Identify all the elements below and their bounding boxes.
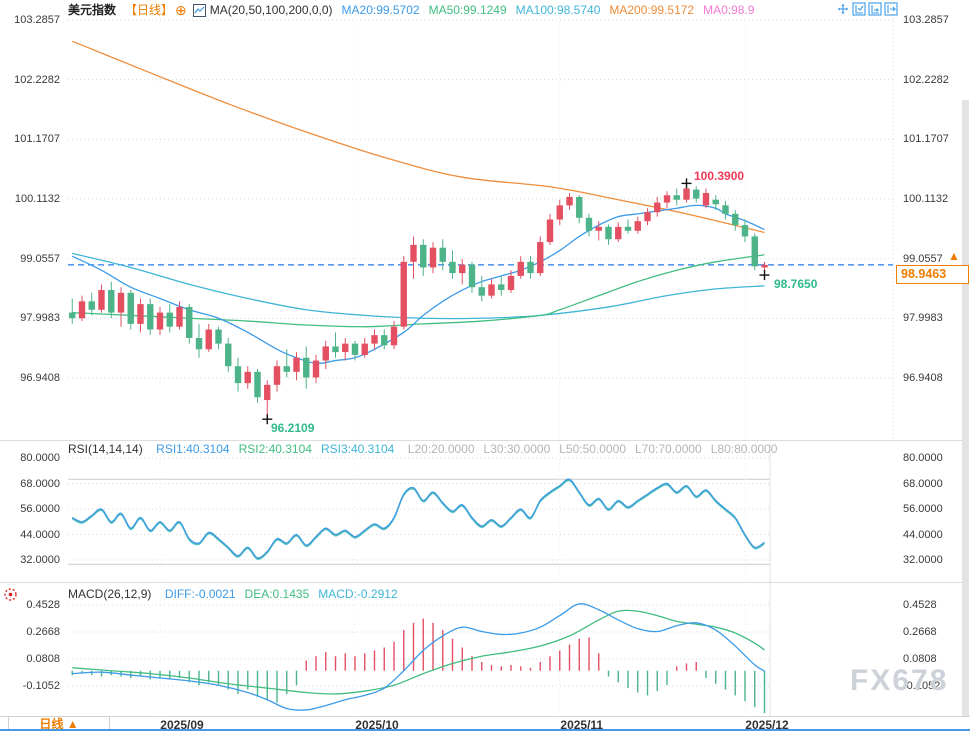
rsi-axis-tick-right: 32.0000 — [903, 554, 943, 566]
indicator-value-label: L20:20.0000 — [407, 442, 475, 456]
macd-axis-tick-left: 0.2668 — [26, 625, 60, 638]
last-price-badge: 98.9463 — [896, 265, 969, 284]
rsi-values: RSI1:40.3104 RSI2:40.3104 RSI3:40.3104 — [156, 440, 403, 457]
indicator-value-label: L80:80.0000 — [710, 442, 778, 456]
macd-params: MACD(26,12,9) — [68, 587, 152, 601]
right-scrollbar[interactable] — [962, 100, 969, 728]
rsi-levels: L20:20.0000 L30:30.0000 L50:50.0000 L70:70.… — [408, 440, 787, 457]
main-axis-tick-left: 101.1707 — [14, 133, 60, 146]
macd-axis-tick-right: 0.4528 — [903, 599, 937, 611]
indicator-value-label: L70:70.0000 — [635, 442, 702, 456]
x-axis-date-label: 2025/12 — [745, 718, 789, 731]
high-annotation: 100.3900 — [694, 169, 745, 183]
macd-axis-tick-right: 0.0808 — [903, 652, 937, 665]
rsi-header: RSI(14,14,14) RSI1:40.3104 RSI2:40.3104 RS… — [68, 440, 786, 458]
main-axis-tick-right: 103.2857 — [903, 14, 949, 26]
x-axis-date-label: 2025/10 — [355, 718, 399, 731]
indicator-value-label: L30:30.0000 — [483, 442, 551, 456]
add-indicator-icon[interactable]: ⊕ — [175, 2, 187, 18]
main-chart-header: 美元指数 【日线】 ⊕ MA(20,50,100,200,0,0) MA20:9… — [68, 1, 763, 19]
chart-toolbar: .f{fill:#3c9be9;stroke:none}.f{fill:#3c9… — [836, 2, 898, 16]
indicator-value-label: RSI2:40.3104 — [238, 442, 312, 456]
rsi-params: RSI(14,14,14) — [68, 442, 143, 456]
indicator-value-label: DIFF:-0.0021 — [164, 587, 236, 601]
rsi-axis-tick-left: 80.0000 — [20, 452, 60, 464]
indicator-value-label: MA0:98.9 — [703, 3, 755, 17]
last-low-annotation: 98.7650 — [774, 277, 818, 291]
indicator-value-label: MACD:-0.2912 — [318, 587, 398, 601]
period-selector-button[interactable]: 日线 ▲ — [8, 716, 110, 731]
low-annotation: 96.2109 — [271, 421, 315, 435]
macd-axis-tick-left: 0.0808 — [26, 652, 60, 665]
indicator-value-label: MA50:99.1249 — [428, 3, 507, 17]
period-button-label: 日线 — [39, 717, 64, 731]
macd-axis-tick-left: 0.4528 — [26, 599, 60, 611]
macd-axis-tick-right: 0.2668 — [903, 625, 937, 638]
price-up-arrow-icon: ▲ — [948, 249, 960, 263]
macd-axis-tick-left: -0.1052 — [22, 679, 60, 692]
bottom-accent-line — [0, 729, 970, 731]
main-axis-tick-right: 100.1132 — [903, 193, 949, 205]
pane-shift-icon[interactable]: .f{fill:#3c9be9;stroke:none} — [884, 2, 898, 16]
ma-values: MA20:99.5702 MA50:99.1249 MA100:98.5740 MA2… — [342, 1, 764, 19]
indicator-value-label: RSI1:40.3104 — [156, 442, 230, 456]
main-axis-tick-left: 100.1132 — [14, 193, 60, 205]
rsi-axis-tick-right: 56.0000 — [903, 503, 943, 515]
chevron-up-icon: ▲ — [66, 717, 79, 731]
macd-axis-tick-right: -0.1052 — [903, 679, 941, 692]
main-axis-tick-left: 99.0557 — [20, 252, 60, 265]
x-axis-date-label: 2025/11 — [560, 718, 604, 731]
main-axis-tick-left: 96.9408 — [20, 371, 60, 384]
indicator-value-label: DEA:0.1435 — [244, 587, 310, 601]
indicator-value-label: MA100:98.5740 — [515, 3, 601, 17]
main-axis-tick-right: 102.2282 — [903, 73, 949, 86]
main-axis-tick-right: 97.9983 — [903, 312, 943, 325]
rsi-axis-tick-left: 32.0000 — [20, 554, 60, 566]
pan-icon[interactable]: .f{fill:#3c9be9;stroke:none} — [836, 2, 850, 16]
chart-type-icon[interactable] — [192, 3, 206, 17]
main-axis-tick-right: 101.1707 — [903, 133, 949, 146]
indicator-value-label: RSI3:40.3104 — [320, 442, 395, 456]
rsi-axis-tick-right: 68.0000 — [903, 477, 943, 490]
x-axis-date-label: 2025/09 — [160, 718, 204, 731]
macd-header: MACD(26,12,9) DIFF:-0.0021 DEA:0.1435 MACD… — [68, 585, 407, 603]
rsi-axis-tick-right: 44.0000 — [903, 528, 943, 541]
axis-scale-right-icon[interactable]: .f{fill:#3c9be9;stroke:none} — [868, 2, 882, 16]
watermark: FX678 — [850, 664, 949, 697]
indicator-value-label: MA20:99.5702 — [341, 3, 420, 17]
main-axis-tick-right: 99.0557 — [903, 252, 943, 265]
indicator-value-label: MA200:99.5172 — [609, 3, 695, 17]
indicator-value-label: L50:50.0000 — [559, 442, 626, 456]
main-axis-tick-left: 102.2282 — [14, 73, 60, 86]
axis-scale-left-icon[interactable]: .f{fill:#3c9be9;stroke:none} — [852, 2, 866, 16]
alert-icon[interactable] — [3, 587, 18, 602]
instrument-title: 美元指数 — [68, 3, 117, 17]
main-axis-tick-right: 96.9408 — [903, 371, 943, 384]
main-axis-tick-left: 103.2857 — [14, 14, 60, 26]
macd-values: DIFF:-0.0021 DEA:0.1435 MACD:-0.2912 — [165, 585, 407, 602]
rsi-axis-tick-right: 80.0000 — [903, 452, 943, 464]
main-axis-tick-left: 97.9983 — [20, 312, 60, 325]
period-tag: 【日线】 — [125, 3, 174, 17]
ma-params: MA(20,50,100,200,0,0) — [209, 3, 333, 17]
rsi-axis-tick-left: 44.0000 — [20, 528, 60, 541]
rsi-axis-tick-left: 56.0000 — [20, 503, 60, 515]
rsi-axis-tick-left: 68.0000 — [20, 477, 60, 490]
time-axis-bar — [0, 716, 970, 730]
